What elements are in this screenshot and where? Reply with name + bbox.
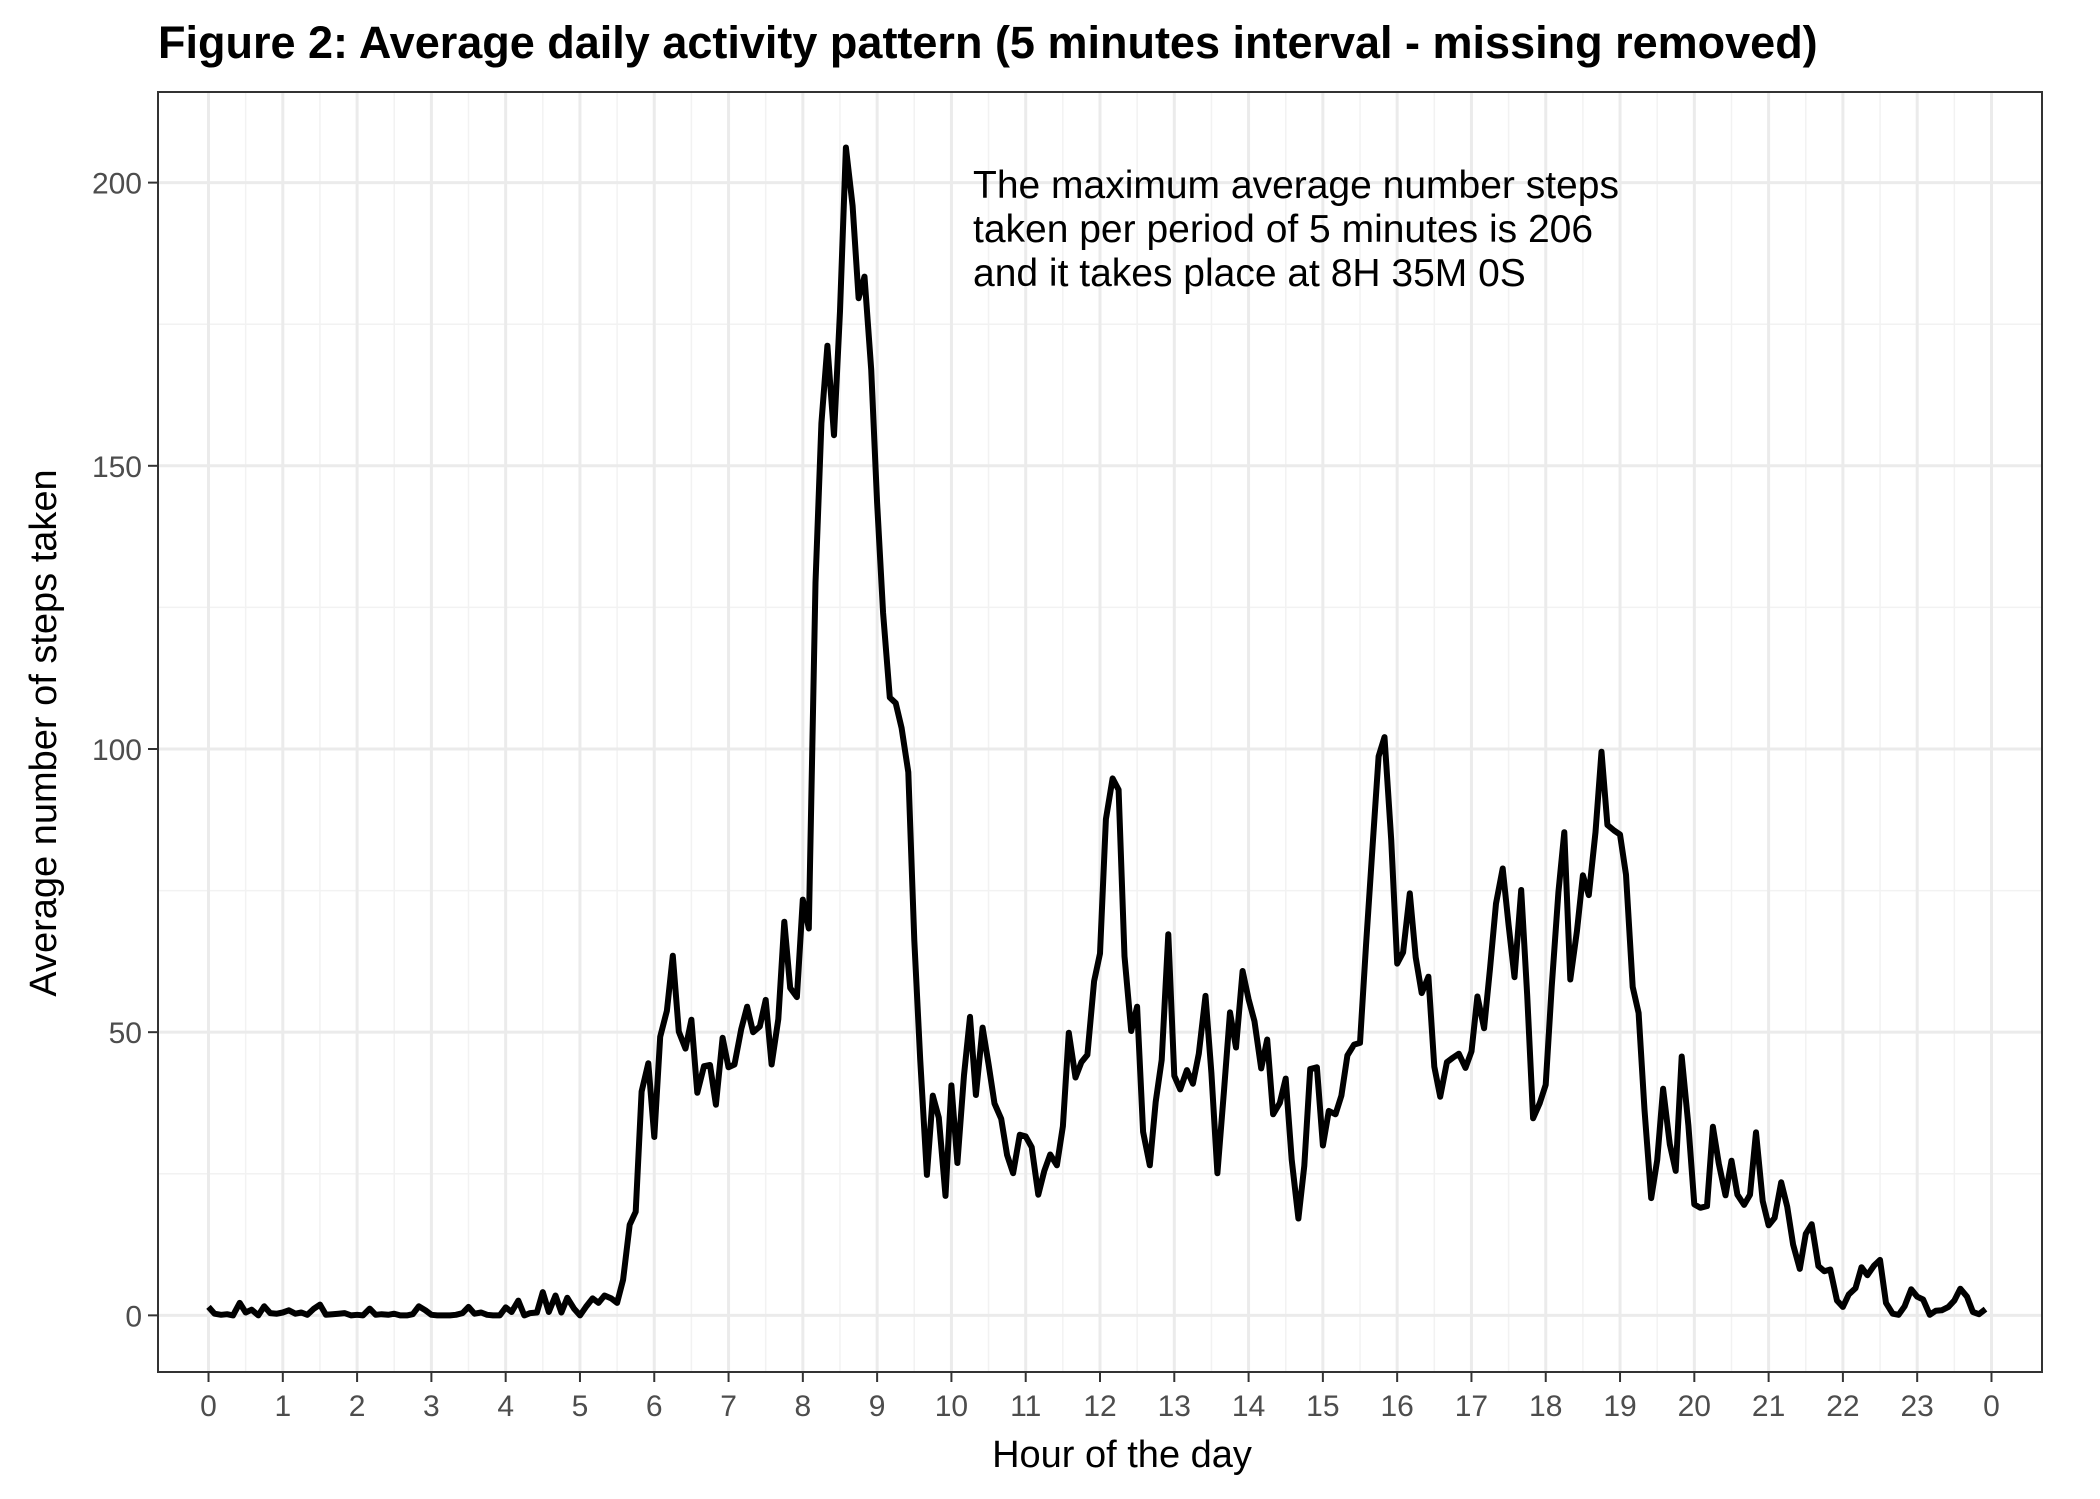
x-tick-label: 5 bbox=[572, 1390, 589, 1423]
x-tick-label: 8 bbox=[794, 1390, 811, 1423]
annotation-line: and it takes place at 8H 35M 0S bbox=[973, 252, 1526, 295]
max-steps-annotation: The maximum average number steps taken pe… bbox=[973, 164, 1619, 295]
x-tick-label: 2 bbox=[349, 1390, 366, 1423]
x-tick-label: 11 bbox=[1010, 1390, 1041, 1423]
x-tick-label: 7 bbox=[720, 1390, 737, 1423]
y-tick-label: 0 bbox=[125, 1300, 142, 1333]
x-tick-label: 19 bbox=[1603, 1390, 1636, 1423]
chart-title: Figure 2: Average daily activity pattern… bbox=[158, 17, 1818, 68]
x-tick-label: 22 bbox=[1826, 1390, 1859, 1423]
y-tick-label: 200 bbox=[92, 168, 142, 201]
series-line bbox=[206, 144, 1988, 1319]
x-tick-label: 20 bbox=[1678, 1390, 1711, 1423]
y-tick-label: 50 bbox=[109, 1017, 142, 1050]
y-tick-label: 100 bbox=[92, 734, 142, 767]
x-tick-label: 13 bbox=[1158, 1390, 1191, 1423]
x-tick-label: 17 bbox=[1455, 1390, 1488, 1423]
y-axis: 0 50 100 150 200 bbox=[92, 168, 158, 1333]
x-tick-label: 18 bbox=[1529, 1390, 1562, 1423]
x-tick-label: 16 bbox=[1380, 1390, 1413, 1423]
x-tick-label: 3 bbox=[423, 1390, 440, 1423]
y-axis-title: Average number of steps taken bbox=[23, 469, 65, 996]
x-tick-label: 4 bbox=[497, 1390, 514, 1423]
x-tick-label: 12 bbox=[1083, 1390, 1116, 1423]
x-axis: 0 1 2 3 4 5 6 7 8 9 10 11 12 13 14 15 16 17 18 19 20 21 22 23 0 bbox=[200, 1372, 2000, 1423]
y-tick-label: 150 bbox=[92, 451, 142, 484]
x-tick-label: 0 bbox=[200, 1390, 217, 1423]
x-tick-label: 14 bbox=[1232, 1390, 1265, 1423]
x-tick-label: 9 bbox=[869, 1390, 886, 1423]
x-tick-label: 10 bbox=[935, 1390, 968, 1423]
x-tick-label: 15 bbox=[1306, 1390, 1339, 1423]
series-layer bbox=[206, 144, 1988, 1319]
x-tick-label: 23 bbox=[1901, 1390, 1934, 1423]
x-tick-label: 21 bbox=[1752, 1390, 1785, 1423]
x-tick-label: 0 bbox=[1983, 1390, 2000, 1423]
x-tick-label: 1 bbox=[274, 1390, 291, 1423]
annotation-line: The maximum average number steps bbox=[973, 164, 1619, 207]
annotation-line: taken per period of 5 minutes is 206 bbox=[973, 208, 1593, 251]
x-axis-title: Hour of the day bbox=[992, 1434, 1252, 1476]
x-tick-label: 6 bbox=[646, 1390, 663, 1423]
